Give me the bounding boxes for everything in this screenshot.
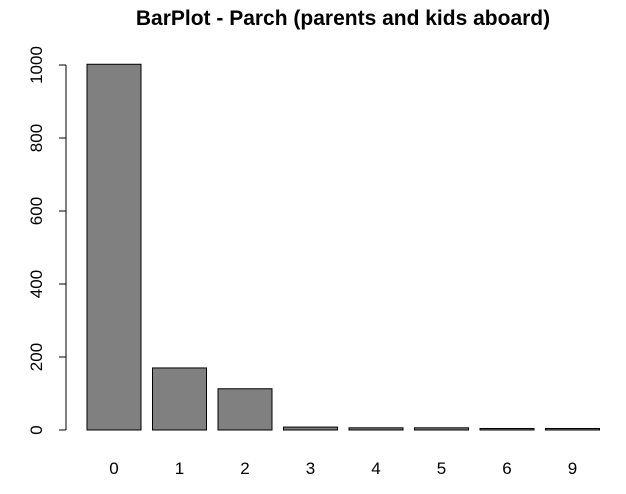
bar-series: [86, 63, 600, 431]
bar-0: [86, 63, 142, 431]
bar-1: [152, 367, 207, 431]
bar-2: [217, 388, 273, 431]
y-tick-label: 0: [27, 425, 46, 434]
y-tick-label: 200: [27, 343, 46, 371]
x-tick-label: 5: [437, 459, 446, 478]
x-tick-label: 2: [240, 459, 249, 478]
x-tick-label: 4: [371, 459, 380, 478]
y-tick-label: 1000: [27, 46, 46, 84]
bar-9: [545, 428, 600, 431]
bar-4: [348, 427, 404, 431]
x-tick-labels: 0 1 2 3 4 5 6 9: [109, 459, 577, 478]
y-tick-label: 600: [27, 197, 46, 225]
y-axis: 0 200 400 600 800 1000: [27, 46, 67, 435]
x-tick-label: 3: [306, 459, 315, 478]
y-tick-label: 800: [27, 124, 46, 152]
bar-6: [479, 428, 535, 431]
x-tick-label: 9: [568, 459, 577, 478]
x-tick-label: 1: [175, 459, 184, 478]
y-tick-label: 400: [27, 270, 46, 298]
x-tick-label: 0: [109, 459, 118, 478]
bar-3: [283, 426, 338, 431]
chart-title: BarPlot - Parch (parents and kids aboard…: [136, 7, 550, 30]
bar-5: [414, 427, 469, 431]
x-tick-label: 6: [502, 459, 511, 478]
